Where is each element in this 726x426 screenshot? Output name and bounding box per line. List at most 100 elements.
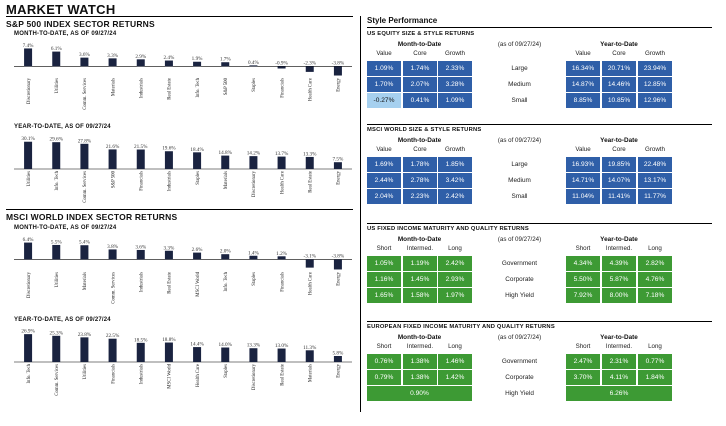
ytd-cell: 23.94% bbox=[638, 61, 672, 76]
category-label: Energy bbox=[337, 77, 342, 91]
mtd-cell: 3.42% bbox=[438, 173, 472, 188]
bar bbox=[333, 162, 342, 169]
value-label: 3.3% bbox=[164, 245, 175, 251]
category-label: Industrials bbox=[140, 78, 145, 98]
bar bbox=[277, 156, 286, 169]
mtd-cell: 2.42% bbox=[438, 189, 472, 204]
ytd-column-header: Short bbox=[575, 245, 591, 252]
ytd-cell: 8.00% bbox=[602, 288, 636, 303]
ytd-cell: 11.04% bbox=[566, 189, 600, 204]
sp500-mtd-caption: MONTH-TO-DATE, AS OF 09/27/24 bbox=[14, 31, 117, 37]
row-label: Government bbox=[501, 260, 538, 267]
ytd-header: Year-to-Date bbox=[600, 137, 638, 144]
ytd-cell: 11.77% bbox=[638, 189, 672, 204]
bar bbox=[305, 259, 314, 268]
category-label: Info. Tech bbox=[55, 170, 60, 190]
value-label: 13.3% bbox=[247, 343, 261, 349]
bar bbox=[108, 149, 117, 169]
mtd-cell: 1.38% bbox=[403, 354, 437, 369]
category-label: Energy bbox=[337, 363, 342, 377]
category-label: Comm. Services bbox=[111, 272, 116, 304]
mtd-cell: 1.45% bbox=[403, 272, 437, 287]
msci-world-rule bbox=[367, 124, 712, 125]
mtd-column-header: Growth bbox=[445, 50, 465, 57]
category-label: Comm. Services bbox=[83, 78, 88, 110]
category-label: Real Estate bbox=[168, 272, 173, 294]
mtd-merged-cell: 0.90% bbox=[367, 386, 472, 401]
bar bbox=[80, 143, 89, 169]
sp500-ytd-svg: 30.1% Utilities 29.6% Info. Tech 27.8% Comm. … bbox=[14, 136, 352, 203]
mtd-cell: 1.09% bbox=[438, 93, 472, 108]
value-label: 3.6% bbox=[79, 52, 90, 58]
mtd-column-header: Intermed. bbox=[406, 343, 434, 350]
bar bbox=[221, 62, 230, 67]
value-label: 2.0% bbox=[220, 249, 231, 255]
bar bbox=[305, 156, 314, 169]
mtd-cell: 1.42% bbox=[438, 370, 472, 385]
ytd-header: Year-to-Date bbox=[600, 334, 638, 341]
as-of-label: (as of 09/27/24) bbox=[497, 236, 542, 243]
row-label: Medium bbox=[508, 177, 531, 184]
sp500-mtd-svg: 7.4% Discretionary 6.1% Utilities 3.6% Comm. … bbox=[14, 43, 352, 110]
euro-fixed-income-rule bbox=[367, 321, 712, 322]
mtd-column-header: Value bbox=[376, 146, 392, 153]
value-label: 21.5% bbox=[134, 144, 148, 150]
as-of-label: (as of 09/27/24) bbox=[497, 137, 542, 144]
ytd-cell: 8.85% bbox=[566, 93, 600, 108]
msci-ytd-chart: 26.9% Info. Tech 25.3% Comm. Services 23.8% U… bbox=[14, 326, 352, 404]
category-label: Health Care bbox=[280, 171, 285, 194]
bar bbox=[305, 350, 314, 362]
sp500-ytd-chart: 30.1% Utilities 29.6% Info. Tech 27.8% Comm. … bbox=[14, 133, 352, 211]
mtd-cell: 2.42% bbox=[438, 256, 472, 271]
value-label: 5.8% bbox=[333, 350, 344, 356]
ytd-column-header: Short bbox=[575, 343, 591, 350]
category-label: Real Estate bbox=[309, 171, 314, 193]
category-label: Utilities bbox=[27, 171, 32, 187]
mtd-column-header: Intermed. bbox=[406, 245, 434, 252]
ytd-header: Year-to-Date bbox=[600, 41, 638, 48]
value-label: -0.9% bbox=[275, 60, 288, 66]
mtd-cell: 1.78% bbox=[403, 157, 437, 172]
bar bbox=[52, 335, 61, 362]
bar bbox=[221, 347, 230, 362]
bar bbox=[305, 66, 314, 72]
bar bbox=[52, 142, 61, 169]
bar bbox=[249, 255, 258, 260]
category-label: S&P 500 bbox=[224, 77, 229, 95]
value-label: 30.1% bbox=[21, 136, 35, 142]
msci-mtd-svg: 6.4% Discretionary 5.5% Utilities 5.4% Materi… bbox=[14, 237, 352, 304]
ytd-cell: 7.18% bbox=[638, 288, 672, 303]
value-label: 13.3% bbox=[303, 151, 317, 157]
mtd-header: Month-to-Date bbox=[397, 334, 442, 341]
mtd-cell: 2.07% bbox=[403, 77, 437, 92]
value-label: 3.3% bbox=[107, 53, 118, 59]
bar bbox=[249, 156, 258, 169]
category-label: Info. Tech bbox=[27, 363, 32, 383]
bar bbox=[249, 65, 258, 67]
category-label: Staples bbox=[252, 272, 257, 286]
value-label: 2.4% bbox=[164, 55, 175, 61]
ytd-cell: 20.71% bbox=[602, 61, 636, 76]
ytd-column-header: Long bbox=[648, 245, 662, 252]
value-label: -3.8% bbox=[332, 253, 345, 259]
mtd-column-header: Growth bbox=[445, 146, 465, 153]
mtd-cell: 1.38% bbox=[403, 370, 437, 385]
bar bbox=[221, 254, 230, 260]
mtd-cell: 0.76% bbox=[367, 354, 401, 369]
ytd-cell: 14.07% bbox=[602, 173, 636, 188]
category-label: Discretionary bbox=[252, 170, 257, 197]
us-fixed-income-title: US FIXED INCOME MATURITY AND QUALITY RET… bbox=[367, 226, 529, 232]
msci-mtd-chart: 6.4% Discretionary 5.5% Utilities 5.4% Materi… bbox=[14, 234, 352, 312]
msci-section-title: MSCI WORLD INDEX SECTOR RETURNS bbox=[6, 212, 178, 222]
mtd-column-header: Long bbox=[448, 245, 462, 252]
mtd-cell: 1.46% bbox=[438, 354, 472, 369]
ytd-cell: 14.87% bbox=[566, 77, 600, 92]
value-label: 2.9% bbox=[135, 54, 146, 60]
bar bbox=[108, 249, 117, 260]
bar bbox=[193, 252, 202, 260]
ytd-cell: 16.93% bbox=[566, 157, 600, 172]
us-fixed-income-rule bbox=[367, 223, 712, 224]
title-rule bbox=[6, 16, 353, 17]
value-label: 3.8% bbox=[107, 244, 118, 250]
ytd-cell: 2.82% bbox=[638, 256, 672, 271]
